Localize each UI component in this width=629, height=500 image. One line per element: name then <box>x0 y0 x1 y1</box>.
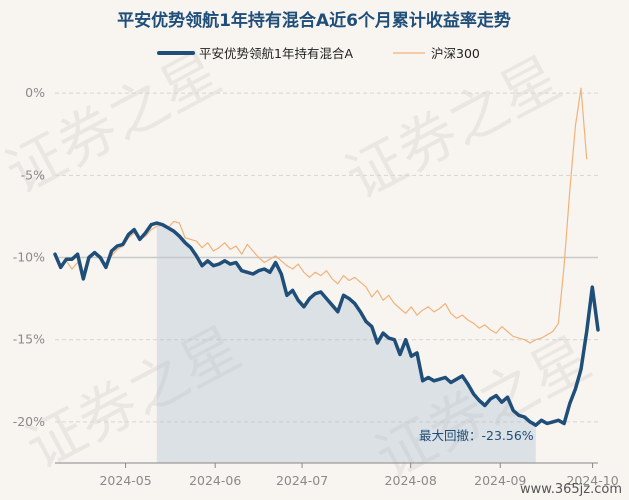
x-tick-label: 2024-06 <box>189 473 241 488</box>
x-tick-label: 2024-08 <box>385 473 437 488</box>
y-tick-label: -10% <box>13 250 45 265</box>
y-tick-label: 0% <box>25 85 45 100</box>
chart-title: 平安优势领航1年持有混合A近6个月累计收益率走势 <box>117 10 511 31</box>
drawdown-area <box>156 223 536 463</box>
y-axis: 0% -5% -10% -15% -20% <box>13 85 45 429</box>
x-tick-label: 2024-10 <box>566 473 618 488</box>
max-drawdown-annotation: 最大回撤：-23.56% <box>419 428 534 443</box>
drawdown-shade <box>156 223 536 463</box>
legend-label-fund: 平安优势领航1年持有混合A <box>199 46 353 61</box>
y-tick-label: -5% <box>21 167 45 182</box>
x-tick-label: 2024-07 <box>276 473 328 488</box>
x-tick-label: 2024-09 <box>474 473 526 488</box>
x-axis: 2024-05 2024-06 2024-07 2024-08 2024-09 2024-… <box>55 462 619 488</box>
y-tick-label: -15% <box>13 332 45 347</box>
legend-label-index: 沪深300 <box>431 46 480 61</box>
watermark-url: www.365jz.com <box>520 482 622 497</box>
series-line-fund <box>53 221 600 427</box>
series-lines <box>53 87 600 427</box>
legend: 平安优势领航1年持有混合A 沪深300 <box>157 46 480 61</box>
x-tick-label: 2024-05 <box>99 473 151 488</box>
watermark-text: 证券之星 <box>335 43 572 212</box>
y-tick-label: -20% <box>13 414 45 429</box>
